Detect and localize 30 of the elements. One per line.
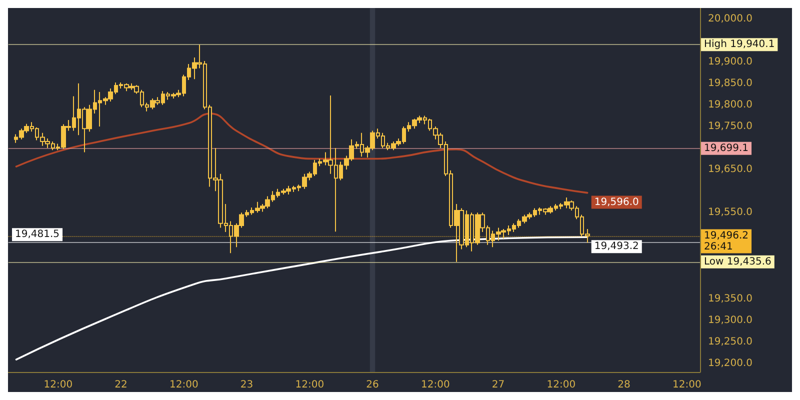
line-series <box>15 112 588 194</box>
x-tick-label: 12:00 <box>420 380 450 390</box>
y-tick-label: 19,300.0 <box>708 314 753 326</box>
y-tick-label: 19,250.0 <box>708 336 753 348</box>
y-tick-label: 19,850.0 <box>708 78 753 89</box>
x-tick-label: 12:00 <box>546 380 576 390</box>
x-tick-label: 22 <box>114 380 128 390</box>
ref-line-label: 19,496.2 26:41 <box>704 230 749 252</box>
y-tick-label: 19,200.0 <box>708 358 753 369</box>
data-label: 19,596.0 <box>594 196 639 208</box>
y-tick-label: 19,800.0 <box>708 99 753 110</box>
ref-line-label: 19,481.5 <box>15 229 60 240</box>
x-tick-label: 12:00 <box>44 380 73 390</box>
y-tick-label: 19,650.0 <box>708 164 753 176</box>
x-tick-label: 27 <box>492 380 505 390</box>
data-label: 19,493.2 <box>594 241 639 252</box>
ref-line-label: Low 19,435.6 <box>704 256 772 268</box>
ref-line-label: 19,699.1 <box>704 142 749 154</box>
y-tick-label: 19,550.0 <box>708 207 753 218</box>
y-tick-label: 19,350.0 <box>708 293 753 304</box>
y-tick-label: 19,750.0 <box>708 120 753 132</box>
x-tick-label: 12:00 <box>672 380 702 390</box>
x-tick-label: 12:00 <box>169 380 198 390</box>
x-tick-label: 23 <box>240 380 254 390</box>
x-tick-label: 26 <box>366 380 379 390</box>
ref-line-label: High 19,940.1 <box>704 39 775 50</box>
y-tick-label: 20,000.0 <box>708 13 753 24</box>
x-tick-label: 28 <box>618 380 630 390</box>
y-tick-label: 19,900.0 <box>708 56 753 68</box>
x-tick-label: 12:00 <box>295 380 324 390</box>
